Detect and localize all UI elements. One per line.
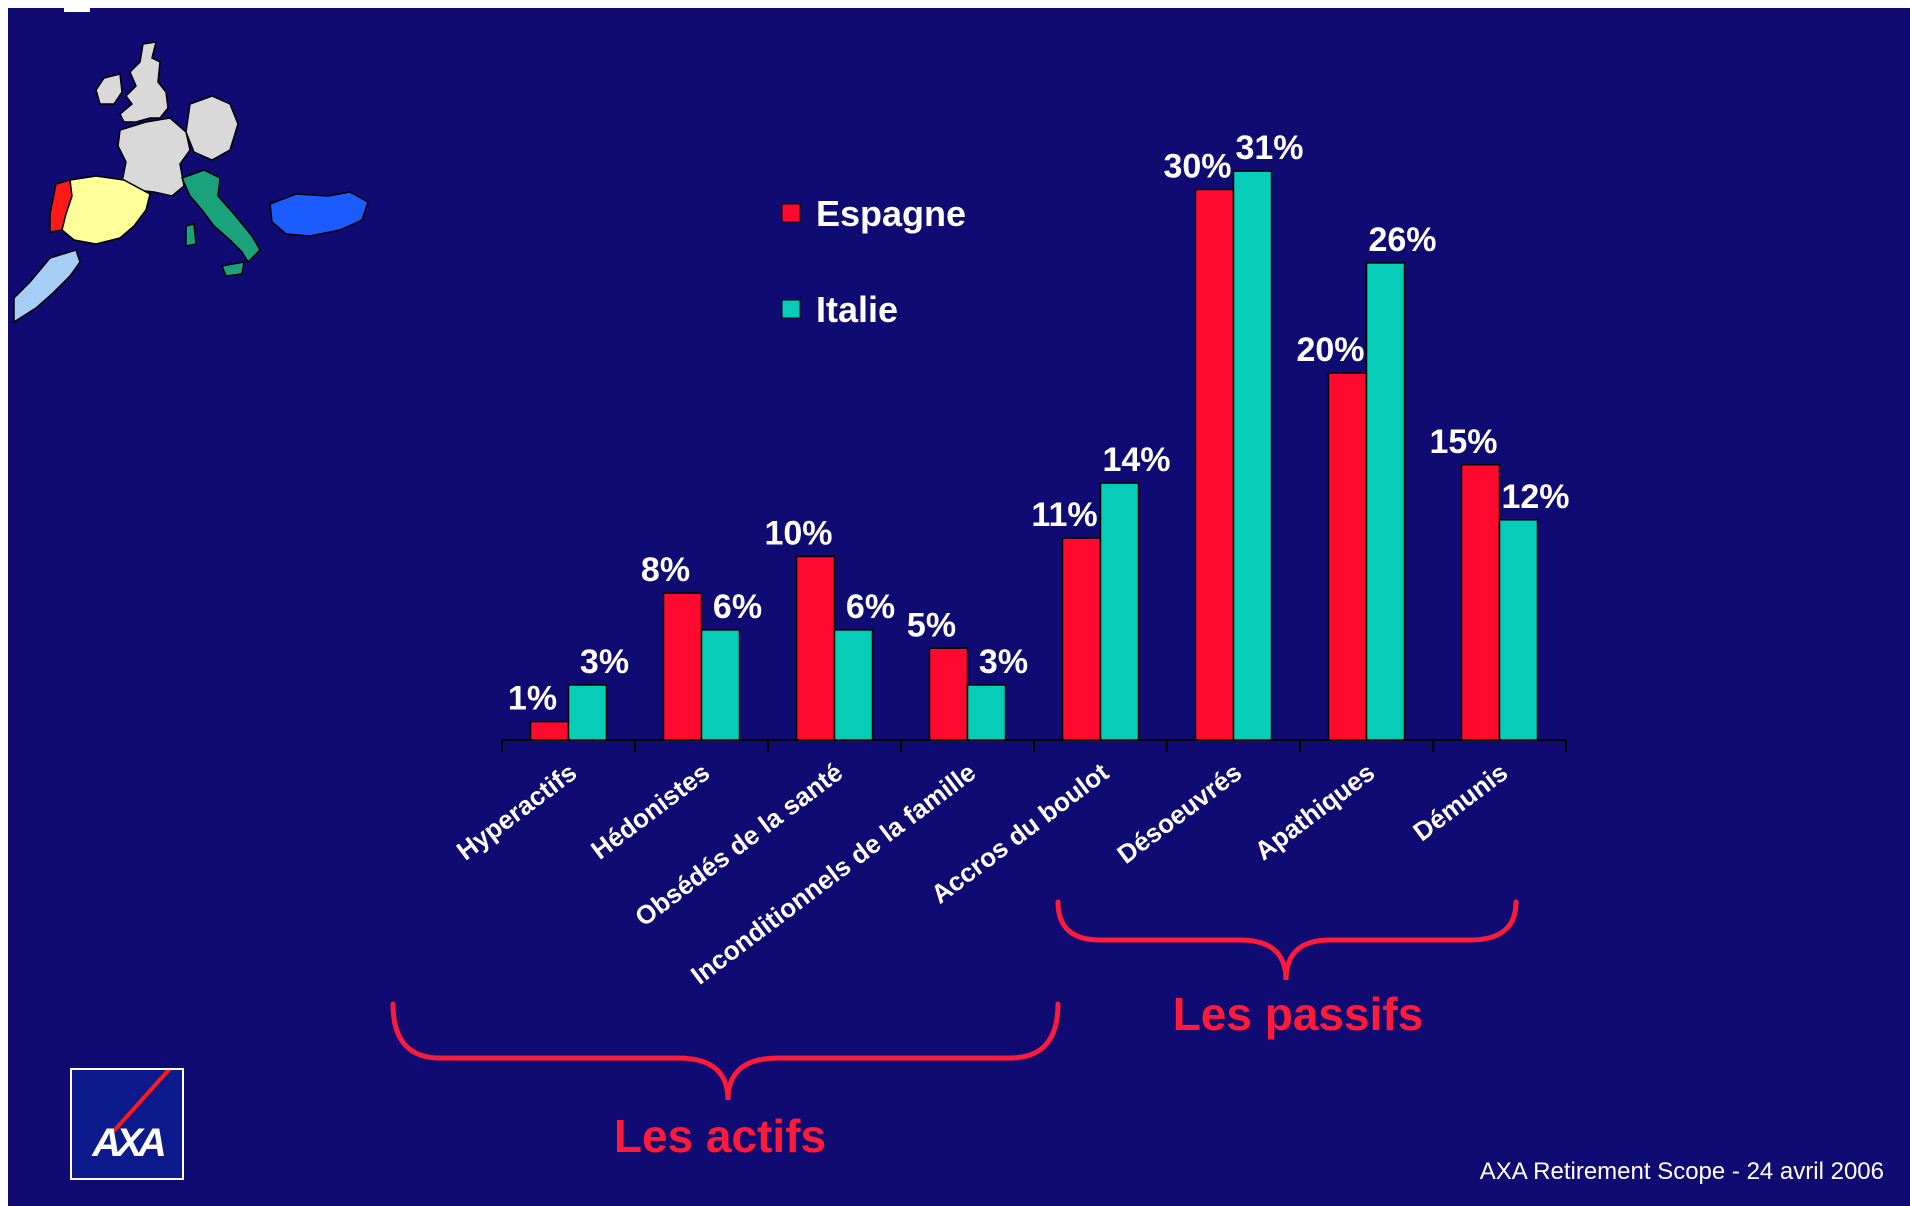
chart-legend: Espagne Italie [781,193,966,330]
footer-text: AXA Retirement Scope - 24 avril 2006 [1479,1158,1884,1185]
data-label-italie-1: 3% [580,643,629,681]
bar-italie-4 [966,684,1007,741]
group-label-passifs: Les passifs [1173,988,1424,1040]
legend-swatch-italie [781,299,801,319]
brace-actifs [390,1001,1061,1101]
bar-espagne-8 [1460,464,1501,741]
data-label-italie-7: 26% [1368,221,1436,259]
data-label-espagne-2: 8% [641,551,690,589]
map-sardinia [185,223,197,247]
map-turkey [269,191,369,237]
bar-espagne-2 [662,592,703,741]
europe-map [13,41,369,324]
brace-passifs [1055,899,1519,981]
logo-text: AXA [92,1121,166,1165]
data-label-italie-8: 12% [1501,478,1569,516]
category-label-7: Apathiques [1249,757,1380,866]
data-label-espagne-5: 11% [1031,496,1097,534]
data-label-italie-3: 6% [846,588,895,626]
data-label-italie-6: 31% [1235,129,1303,167]
bar-italie-7 [1365,262,1406,741]
group-braces [390,899,1519,1101]
map-italy [180,169,261,264]
category-label-6: Désoeuvrés [1111,757,1247,870]
bar-espagne-6 [1194,188,1235,741]
map-ireland [95,73,123,105]
bar-italie-5 [1099,482,1140,741]
legend-label-italie: Italie [816,289,898,330]
data-label-italie-5: 14% [1102,441,1170,479]
x-axis [501,739,1567,752]
data-label-italie-4: 3% [979,643,1028,681]
data-label-espagne-6: 30% [1163,148,1231,186]
bar-espagne-1 [529,720,570,741]
map-spain [61,175,151,245]
map-sicily [220,261,245,277]
legend-label-espagne: Espagne [816,193,966,234]
bar-espagne-3 [795,555,836,741]
data-label-espagne-8: 15% [1429,423,1497,461]
legend-swatch-espagne [781,203,801,223]
category-label-2: Hédonistes [585,757,715,865]
bar-italie-1 [567,684,608,741]
category-label-8: Démunis [1407,757,1513,847]
axa-logo: AXA [70,1068,184,1180]
bar-espagne-4 [928,647,969,741]
bar-espagne-5 [1061,537,1102,741]
bar-italie-6 [1232,170,1273,741]
group-label-actifs: Les actifs [614,1110,826,1162]
bar-italie-2 [700,629,741,741]
map-france [117,117,191,197]
map-germany [185,95,239,161]
data-label-espagne-4: 5% [907,606,956,644]
data-label-espagne-3: 10% [764,515,832,553]
map-uk [119,41,169,123]
corner-mark [64,0,90,15]
bar-espagne-7 [1327,372,1368,741]
data-label-italie-2: 6% [713,588,762,626]
bar-italie-8 [1498,519,1539,741]
map-morocco [13,249,81,324]
category-label-1: Hyperactifs [451,757,582,866]
plot-area: 1%3%8%6%10%6% 5%3%11%14%30% 31%20%26%15%12… [508,129,1570,741]
data-label-espagne-7: 20% [1296,331,1364,369]
bar-italie-3 [833,629,874,741]
data-label-espagne-1: 1% [508,680,557,718]
